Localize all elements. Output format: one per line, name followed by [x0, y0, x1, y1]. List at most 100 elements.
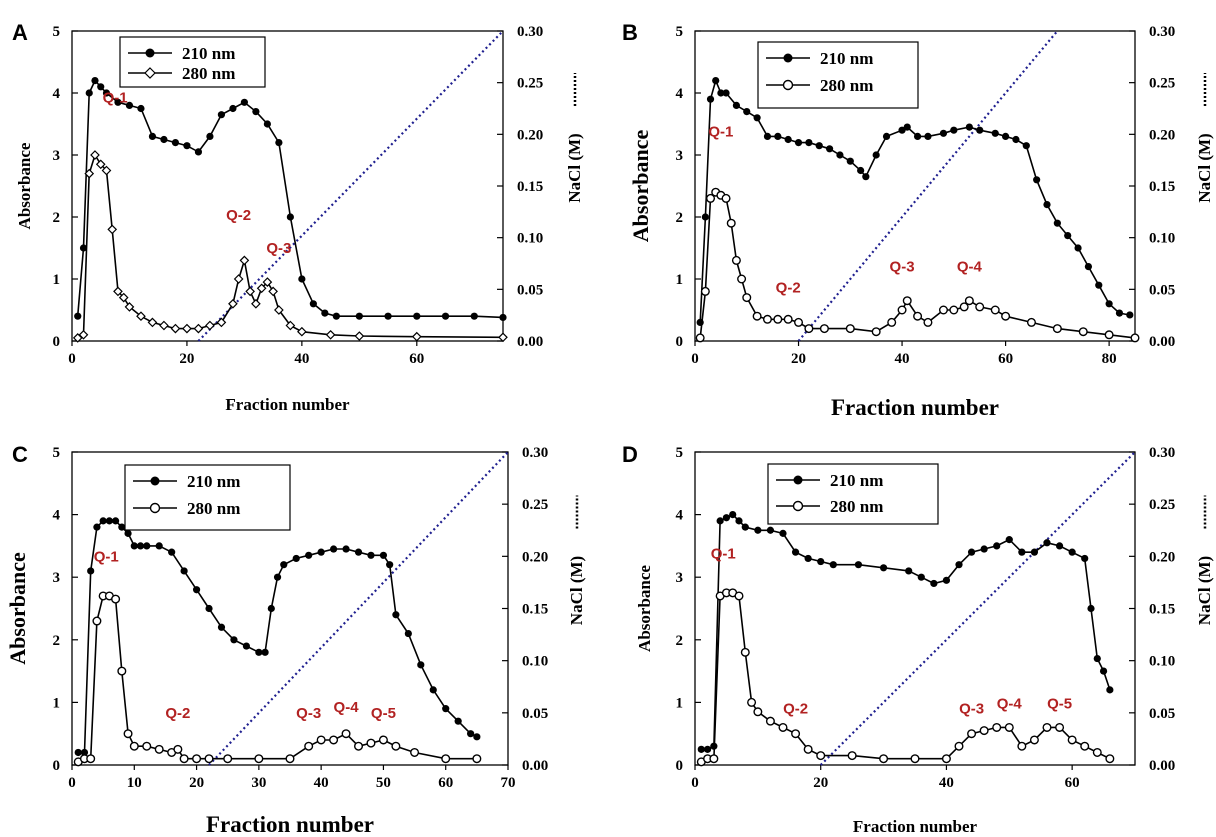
panel-a: A 0 20 40 60 0 1 2 3 4 5 0.00 0.05 0.10 0.15 0.20 0.25 0.…	[12, 20, 584, 414]
data-point	[804, 324, 814, 334]
data-point	[753, 114, 761, 122]
data-point	[285, 320, 296, 331]
data-point	[1078, 327, 1088, 337]
data-point	[902, 296, 912, 306]
series-280-nm	[695, 187, 1140, 343]
data-point	[1033, 176, 1041, 184]
data-point	[1001, 132, 1010, 140]
data-point	[79, 244, 88, 252]
data-point	[112, 517, 120, 525]
y2-tick-label: 0.30	[517, 24, 543, 40]
data-point	[114, 98, 122, 106]
panel-c: C 0 10 20 30 40 50 60 70 0 1 2 3 4 5 0.00 0.05 0.10 0.15 0.…	[5, 442, 586, 837]
data-point	[829, 561, 837, 569]
data-point	[740, 647, 750, 657]
y2-tick-label: 0.05	[1149, 282, 1175, 298]
peak-annotation: Q-5	[1047, 696, 1072, 713]
data-point	[815, 142, 823, 150]
x-axis-label: Fraction number	[853, 817, 978, 836]
legend: 210 nm 280 nm	[767, 463, 939, 525]
data-point	[697, 745, 705, 753]
data-point	[735, 517, 743, 525]
data-point	[113, 286, 123, 297]
y-axis-label: Absorbance	[15, 142, 34, 229]
y2-tick-label: 0.00	[1149, 334, 1175, 350]
data-point	[170, 323, 181, 334]
panel-b: B 0 20 40 60 80 0 1 2 3 4 5 0.00 0.05 0.10 0.15 0.20 0.25…	[622, 20, 1214, 420]
data-point	[240, 98, 248, 106]
data-point	[783, 314, 793, 324]
legend-label: 280 nm	[182, 64, 235, 83]
data-point	[245, 286, 255, 297]
data-point	[280, 561, 288, 569]
y2-tick-label: 0.25	[1149, 76, 1175, 92]
data-point	[1084, 263, 1093, 271]
data-point	[825, 145, 834, 153]
data-point	[367, 551, 375, 559]
peak-annotation: Q-2	[165, 705, 190, 722]
data-point	[762, 314, 772, 324]
data-point	[1042, 722, 1052, 732]
data-point	[102, 89, 111, 97]
y-tick-label: 4	[53, 508, 61, 524]
data-point	[779, 529, 787, 537]
data-point	[118, 292, 129, 303]
x-tick-label: 60	[438, 775, 453, 791]
data-point	[847, 751, 857, 761]
data-point	[1087, 604, 1095, 613]
data-point	[130, 542, 138, 550]
y2-axis-label: NaCl (M)	[565, 133, 584, 202]
data-point	[703, 745, 712, 753]
data-point	[473, 733, 481, 741]
data-point	[136, 311, 146, 322]
data-point	[753, 707, 763, 717]
y-tick-label: 2	[676, 633, 684, 649]
data-point	[467, 730, 475, 738]
y-tick-label: 4	[53, 86, 61, 102]
y2-tick-label: 0.20	[517, 127, 543, 143]
y-tick-label: 3	[676, 148, 684, 164]
data-point	[117, 666, 127, 676]
data-point	[223, 754, 233, 764]
data-point	[910, 754, 920, 764]
data-point	[273, 573, 282, 581]
data-point	[778, 722, 788, 732]
data-point	[275, 139, 283, 147]
data-point	[386, 561, 394, 569]
legend-label: 210 nm	[820, 49, 873, 68]
data-point	[913, 311, 923, 321]
data-point	[148, 132, 157, 140]
data-point	[862, 173, 870, 181]
legend-marker	[144, 67, 156, 79]
data-point	[78, 329, 89, 340]
data-point	[154, 744, 164, 754]
data-point	[171, 139, 180, 147]
panel-letter: B	[622, 20, 638, 45]
y2-tick-label: 0.25	[522, 497, 548, 513]
data-point	[1095, 281, 1103, 289]
y2-axis-label: NaCl (M)	[1195, 133, 1214, 202]
data-point	[256, 283, 267, 294]
data-point	[949, 305, 959, 315]
data-point	[923, 317, 933, 327]
data-point	[924, 132, 932, 140]
x-tick-label: 20	[791, 351, 806, 367]
data-point	[1026, 317, 1036, 327]
peak-annotation: Q-2	[226, 207, 251, 224]
data-point	[267, 604, 275, 613]
peak-annotation: Q-4	[957, 259, 983, 276]
x-tick-label: 20	[179, 351, 194, 367]
data-point	[712, 77, 720, 85]
data-point	[84, 168, 95, 179]
legend-marker	[792, 500, 804, 512]
data-point	[470, 312, 478, 320]
y2-tick-label: 0.10	[522, 654, 548, 670]
data-point	[990, 305, 1000, 315]
y2-tick-label: 0.10	[1149, 654, 1175, 670]
data-point	[1043, 201, 1051, 209]
data-point	[268, 286, 278, 297]
x-tick-label: 40	[294, 351, 309, 367]
x-tick-label: 0	[691, 775, 699, 791]
data-point	[321, 309, 329, 317]
